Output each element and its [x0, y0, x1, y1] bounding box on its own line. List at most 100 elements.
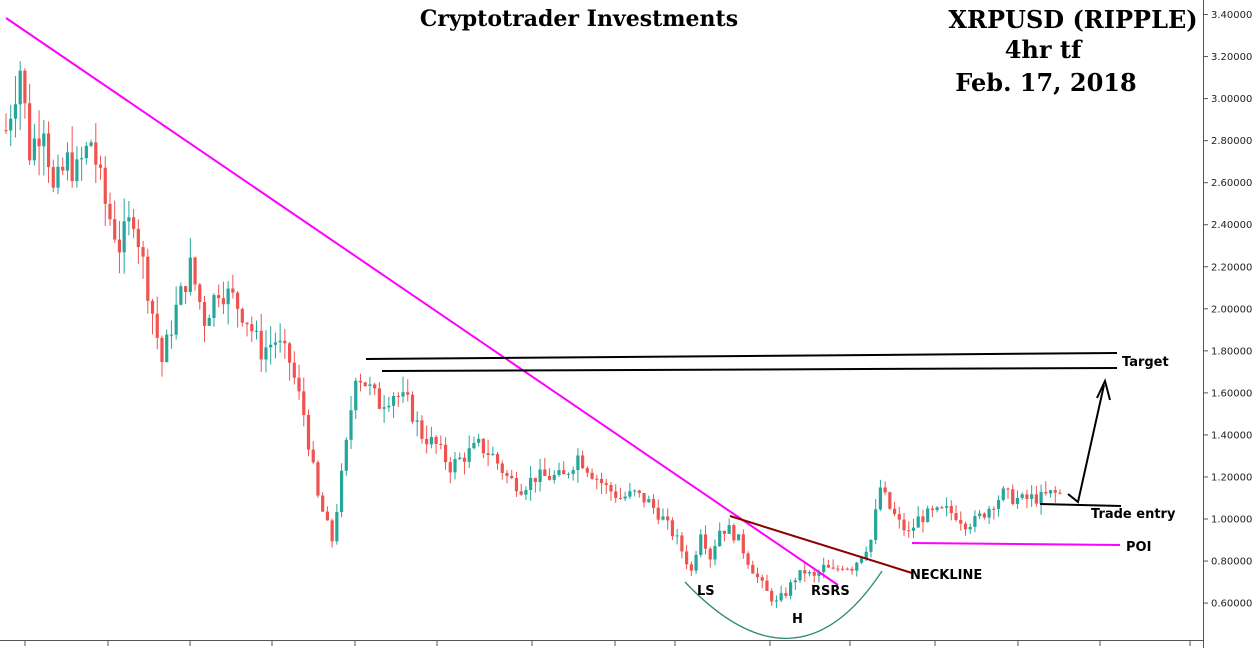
candle-body: [292, 362, 296, 378]
candle-body: [98, 164, 103, 168]
candle-body: [968, 526, 972, 530]
candle-body: [373, 384, 377, 389]
candle-body: [316, 462, 320, 496]
candle-body: [387, 405, 391, 408]
candle-body: [1015, 497, 1020, 504]
candlestick-series: [4, 61, 1062, 609]
candle-body: [226, 288, 230, 305]
candle-body: [37, 138, 41, 147]
candle-body: [533, 477, 537, 482]
candle-body: [992, 508, 996, 510]
target-line-upper: [365, 352, 1118, 360]
candle-body: [254, 330, 259, 332]
price-axis-label: 3.00000: [1211, 94, 1252, 105]
candle-body: [850, 568, 854, 571]
candle-body: [70, 152, 74, 182]
candle-body: [784, 593, 788, 596]
candle-body: [708, 548, 712, 560]
candle-body: [354, 380, 358, 411]
candle-body: [547, 475, 552, 480]
head-shoulders-base-curve: [684, 570, 883, 640]
candle-body: [1039, 492, 1043, 504]
time-axis-ticks: [24, 640, 1191, 646]
candle-body: [51, 167, 55, 188]
candle-body: [826, 564, 831, 568]
candle-body: [235, 292, 240, 309]
candle-body: [817, 571, 821, 576]
candle-body: [198, 284, 202, 303]
target-line-lower: [381, 367, 1118, 372]
candle-body: [108, 203, 112, 220]
candle-body: [89, 142, 93, 146]
candle-body: [633, 490, 637, 492]
candle-body: [174, 304, 178, 335]
candle-body: [141, 247, 145, 257]
candle-body: [495, 454, 500, 464]
candle-body: [571, 470, 575, 474]
candle-body: [760, 577, 764, 581]
candle-body: [382, 407, 386, 409]
candle-body: [202, 302, 207, 326]
candle-body: [240, 308, 244, 323]
candle-body: [685, 551, 689, 565]
candle-body: [462, 457, 467, 462]
candle-body: [160, 337, 164, 363]
candle-body: [155, 313, 159, 338]
candle-body: [954, 513, 958, 521]
price-axis-label: 2.20000: [1211, 262, 1252, 273]
price-axis-label: 0.80000: [1211, 557, 1252, 568]
candle-body: [273, 342, 278, 345]
candle-body: [552, 474, 556, 480]
target-arrow-shaft: [1067, 384, 1105, 504]
candle-body: [486, 453, 490, 455]
candle-body: [614, 491, 618, 498]
candle-body: [595, 478, 599, 480]
candle-body: [883, 487, 887, 493]
candle-body: [628, 491, 632, 497]
candle-body: [283, 340, 287, 344]
candle-body: [647, 499, 651, 503]
candle-body: [524, 490, 528, 495]
candle-body: [1020, 494, 1024, 498]
candle-body: [765, 580, 769, 591]
candle-body: [822, 564, 826, 572]
candle-body: [1001, 488, 1005, 500]
price-axis: 3.40000 3.20000 3.00000 2.80000 2.60000 2.400…: [1203, 10, 1252, 610]
candle-body: [61, 166, 65, 171]
candle-body: [363, 382, 367, 386]
candle-body: [401, 392, 405, 397]
candle-body: [193, 257, 197, 285]
candle-body: [812, 572, 816, 576]
candle-body: [770, 590, 774, 602]
candle-body: [694, 554, 698, 571]
price-axis-label: 1.20000: [1211, 472, 1252, 483]
candle-body: [585, 468, 589, 473]
price-axis-label: 0.60000: [1211, 599, 1252, 610]
candle-body: [1034, 494, 1038, 504]
candle-body: [987, 508, 991, 518]
candle-body: [793, 580, 797, 583]
candle-body: [666, 516, 670, 521]
candle-body: [892, 508, 897, 515]
candle-body: [500, 463, 504, 473]
candle-body: [689, 564, 693, 571]
candle-body: [56, 166, 60, 188]
candle-body: [963, 523, 968, 530]
candle-body: [911, 527, 916, 531]
candle-body: [146, 256, 150, 301]
neckline-label: NECKLINE: [910, 568, 982, 583]
candle-body: [510, 475, 514, 479]
candle-body: [751, 564, 755, 574]
candle-body: [1025, 494, 1029, 499]
price-axis-label: 2.00000: [1211, 304, 1252, 315]
candle-body: [514, 478, 519, 492]
candle-body: [84, 145, 88, 159]
candle-body: [907, 530, 911, 532]
candle-body: [477, 438, 481, 443]
candle-body: [453, 459, 457, 473]
candle-body: [481, 438, 485, 454]
candle-body: [4, 130, 8, 132]
candle-body: [538, 469, 542, 482]
timeframe-label: 4hr tf: [1005, 35, 1083, 64]
candle-body: [831, 567, 835, 569]
